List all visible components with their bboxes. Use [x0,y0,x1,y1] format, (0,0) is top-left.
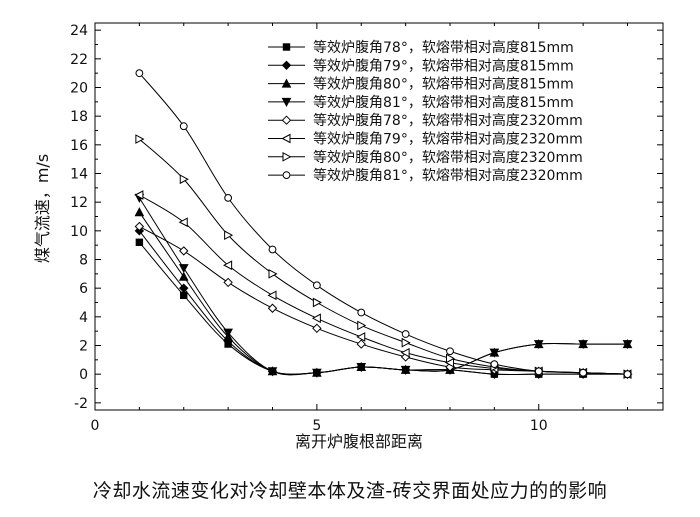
data-point-series-4 [400,365,411,375]
legend-marker-8 [282,171,291,180]
x-tick-label: 0 [91,418,100,434]
y-tick-label: 10 [70,224,88,240]
data-point-series-6 [356,332,366,342]
legend-label-2: 等效炉腹角79°，软熔带相对高度815mm [313,57,574,74]
figure-caption: 冷却水流速变化对冷却壁本体及渣-砖交界面处应力的的影响 [92,480,608,502]
data-point-series-7 [401,337,411,348]
y-tick-label: 24 [70,23,88,39]
data-point-series-6 [400,347,410,358]
data-point-series-4 [267,367,278,377]
y-tick-label: 14 [70,167,88,183]
legend-marker-5 [281,115,292,125]
legend-label-4: 等效炉腹角81°，软熔带相对高度815mm [313,94,574,111]
legend-marker-1 [282,43,291,51]
data-point-series-7 [268,269,278,279]
y-tick-label: 6 [79,281,88,297]
data-point-series-1 [135,238,144,247]
legend-label-7: 等效炉腹角80°，软熔带相对高度2320mm [313,149,583,166]
legend-label-8: 等效炉腹角81°，软熔带相对高度2320mm [313,167,583,184]
data-point-series-3 [134,207,145,217]
x-axis-label: 离开炉腹根部距离 [295,432,423,451]
series-line-6 [139,194,628,375]
y-tick-label: 0 [79,367,88,383]
series-line-3 [138,211,628,376]
data-point-series-5 [356,339,366,349]
data-point-series-8 [401,330,410,338]
series-line-2 [138,230,628,375]
data-point-series-4 [312,368,322,378]
data-point-series-2 [179,283,189,293]
x-tick-label: 10 [530,418,548,434]
data-point-series-4 [533,340,544,350]
legend-marker-6 [281,133,291,144]
data-point-series-6 [223,260,233,271]
legend-marker-2 [281,60,292,71]
y-axis-label: 煤气流速，m/s [33,154,52,263]
data-point-series-8 [224,193,233,202]
data-point-series-3 [178,271,189,281]
data-point-series-4 [356,363,367,373]
data-point-series-6 [267,290,277,301]
legend-label-5: 等效炉腹角78°，软熔带相对高度2320mm [313,112,583,129]
data-point-series-4 [178,264,189,274]
data-point-series-7 [312,297,322,308]
data-point-series-4 [489,348,500,358]
legend-marker-3 [281,78,292,88]
data-point-series-8 [268,245,277,254]
y-tick-label: 12 [70,195,88,211]
data-point-series-8 [490,360,499,369]
series-line-4 [138,197,628,376]
data-point-series-6 [178,217,188,228]
data-point-series-7 [446,353,456,364]
data-point-series-6 [311,313,321,324]
data-point-series-5 [134,221,145,232]
y-tick-label: 18 [70,109,88,125]
data-point-series-4 [578,340,588,350]
data-point-series-8 [179,122,188,131]
data-point-series-5 [223,277,233,288]
data-point-series-6 [134,190,144,200]
data-point-series-8 [623,370,632,379]
y-tick-label: 22 [70,52,88,68]
y-tick-label: 8 [79,253,88,269]
data-point-series-8 [135,69,144,78]
data-point-series-7 [135,134,145,144]
data-point-series-7 [179,174,189,185]
data-point-series-5 [179,246,189,256]
data-point-series-8 [534,367,543,376]
data-point-series-8 [579,368,588,377]
legend-marker-4 [281,97,292,107]
series-line-1 [138,241,628,375]
data-point-series-4 [622,340,633,350]
x-tick-label: 5 [312,418,321,434]
data-point-series-7 [357,320,367,331]
data-point-series-8 [357,308,366,317]
data-point-series-4 [223,328,233,338]
data-point-series-5 [267,303,278,313]
series-line-5 [139,226,628,375]
legend-label-3: 等效炉腹角80°，软熔带相对高度815mm [313,76,574,93]
legend-label-1: 等效炉腹角78°，软熔带相对高度815mm [313,39,574,56]
legend-label-6: 等效炉腹角79°，软熔带相对高度2320mm [313,131,583,148]
legend-marker-7 [282,151,292,162]
y-tick-label: 4 [79,310,88,326]
y-tick-label: 16 [70,138,88,154]
data-point-series-7 [224,230,234,240]
y-tick-label: -2 [74,396,88,412]
data-point-series-8 [312,281,321,290]
data-point-series-5 [312,323,322,334]
y-tick-label: 2 [79,339,88,355]
data-point-series-1 [180,291,188,300]
data-point-series-8 [446,347,454,356]
y-tick-label: 20 [70,81,88,97]
